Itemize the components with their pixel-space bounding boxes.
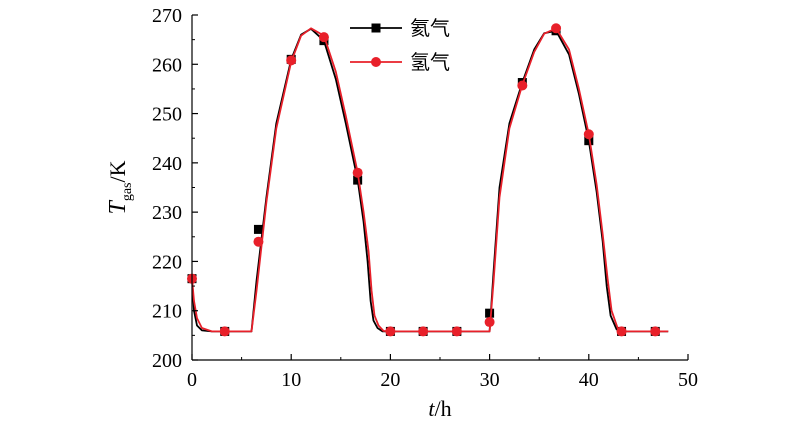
legend-item-2: 氢气: [350, 50, 450, 74]
data-point-circle: [484, 317, 495, 328]
y-tick-label: 210: [152, 301, 182, 323]
data-point-circle: [286, 55, 297, 66]
y-tick-label: 220: [152, 251, 182, 273]
x-tick-label: 0: [187, 369, 197, 391]
x-tick-label: 50: [678, 369, 698, 391]
data-point-circle: [253, 236, 264, 247]
x-tick-label: 40: [579, 369, 599, 391]
axes-layer: 0 10 20 30 40 50 200 210 220 230 240 250 260 270 t/h Tg…: [105, 5, 698, 421]
data-point-circle: [616, 326, 627, 337]
x-axis-title: t/h: [428, 396, 451, 421]
y-axis-title-rest: /K: [105, 160, 130, 182]
legend-label: 氦气: [410, 16, 450, 40]
series-2: [187, 23, 669, 337]
y-tick-label: 200: [152, 350, 182, 372]
data-point-circle: [551, 23, 562, 34]
x-tick-label: 10: [281, 369, 301, 391]
y-tick-label: 230: [152, 202, 182, 224]
y-tick-label: 250: [152, 104, 182, 126]
data-point-square: [353, 175, 363, 185]
x-tick-label: 30: [480, 369, 500, 391]
data-point-square: [253, 224, 263, 234]
data-point-circle: [650, 326, 661, 337]
data-point-circle: [583, 129, 594, 140]
data-point-circle: [385, 326, 396, 337]
series-layer: [187, 23, 669, 337]
y-axis-title-sub: gas: [120, 182, 135, 201]
data-point-square: [485, 308, 495, 318]
data-point-circle: [517, 80, 528, 91]
data-point-circle: [318, 32, 329, 43]
data-point-circle: [451, 326, 462, 337]
y-tick-label: 260: [152, 54, 182, 76]
y-tick-label: 270: [152, 5, 182, 27]
legend-marker-circle: [371, 57, 381, 67]
data-point-circle: [418, 326, 429, 337]
data-point-circle: [219, 326, 230, 337]
data-point-square: [584, 136, 594, 146]
y-axis-title-italic: T: [105, 200, 131, 215]
legend-item-1: 氦气: [350, 16, 450, 40]
x-axis-title-italic: t: [428, 396, 435, 421]
data-point-circle: [352, 167, 363, 178]
x-tick-label: 20: [380, 369, 400, 391]
y-tick-label: 240: [152, 153, 182, 175]
y-axis-title: Tgas/K: [105, 160, 135, 214]
legend-marker-square: [371, 23, 381, 33]
x-axis-title-rest: /h: [435, 396, 452, 421]
legend-label: 氢气: [410, 50, 450, 74]
